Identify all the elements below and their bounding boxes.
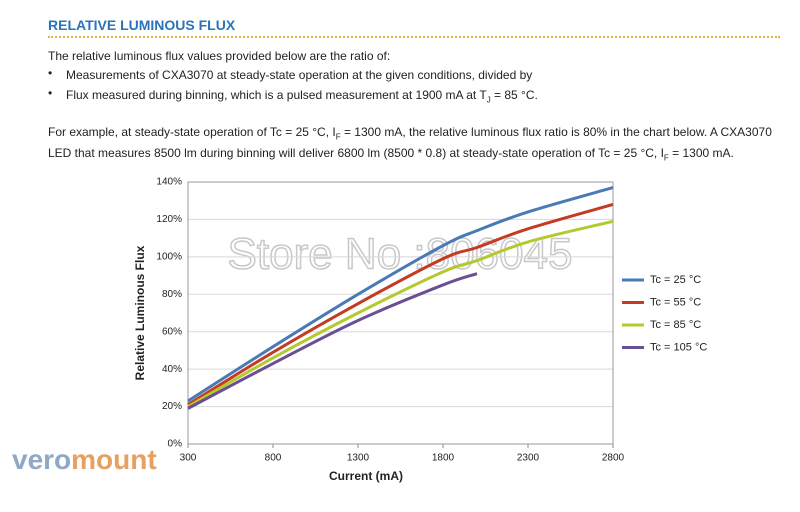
y-tick-label: 80% [162,289,182,300]
intro: The relative luminous flux values provid… [48,49,391,63]
legend-label: Tc = 55 °C [650,296,701,308]
legend-label: Tc = 25 °C [650,274,701,286]
text-run: = 1300 mA, the relative luminous flux ra… [340,125,772,139]
bullet-dot: • [48,86,53,100]
y-tick-label: 100% [156,251,182,262]
section-title: RELATIVE LUMINOUS FLUX [48,17,236,33]
subscript: F [335,132,341,142]
x-tick-label: 2300 [517,453,540,464]
x-tick-label: 800 [265,453,282,464]
y-tick-label: 60% [162,326,182,337]
series-line [187,186,614,403]
x-axis-label: Current (mA) [329,469,403,483]
series-line [187,219,614,408]
text-run: Measurements of CXA3070 at steady-state … [66,68,533,82]
series-line [187,272,478,410]
divider [48,36,780,38]
plot-frame [187,181,614,445]
x-tick-label: 1300 [347,453,370,464]
x-tick-label: 1800 [432,453,455,464]
subscript: F [663,153,669,163]
x-tick-label: 300 [180,453,197,464]
y-tick-label: 140% [156,177,182,188]
y-tick-label: 0% [168,439,183,450]
brand-part: vero [12,444,71,475]
legend-label: Tc = 105 °C [650,341,707,353]
bullet: Measurements of CXA3070 at steady-state … [66,68,532,82]
legend-label: Tc = 85 °C [650,319,701,331]
y-tick-label: 20% [162,401,182,412]
example-line: LED that measures 8500 lm during binning… [48,146,734,162]
subscript: J [486,95,491,105]
text-run: = 1300 mA. [668,146,734,160]
series-line [187,203,614,406]
x-tick-label: 2800 [602,453,625,464]
y-axis-label: Relative Luminous Flux [133,245,147,380]
bullet-dot: • [48,66,53,80]
example-line: For example, at steady-state operation o… [48,125,772,141]
text-run: = 85 °C. [490,88,538,102]
text-run: Flux measured during binning, which is a… [66,88,487,102]
text-run: LED that measures 8500 lm during binning… [48,146,664,160]
y-tick-label: 40% [162,364,182,375]
brand-part: mount [71,444,157,475]
y-tick-label: 120% [156,214,182,225]
bullet: Flux measured during binning, which is a… [66,88,538,104]
brand-watermark: veromount [12,444,157,475]
text-run: For example, at steady-state operation o… [48,125,336,139]
